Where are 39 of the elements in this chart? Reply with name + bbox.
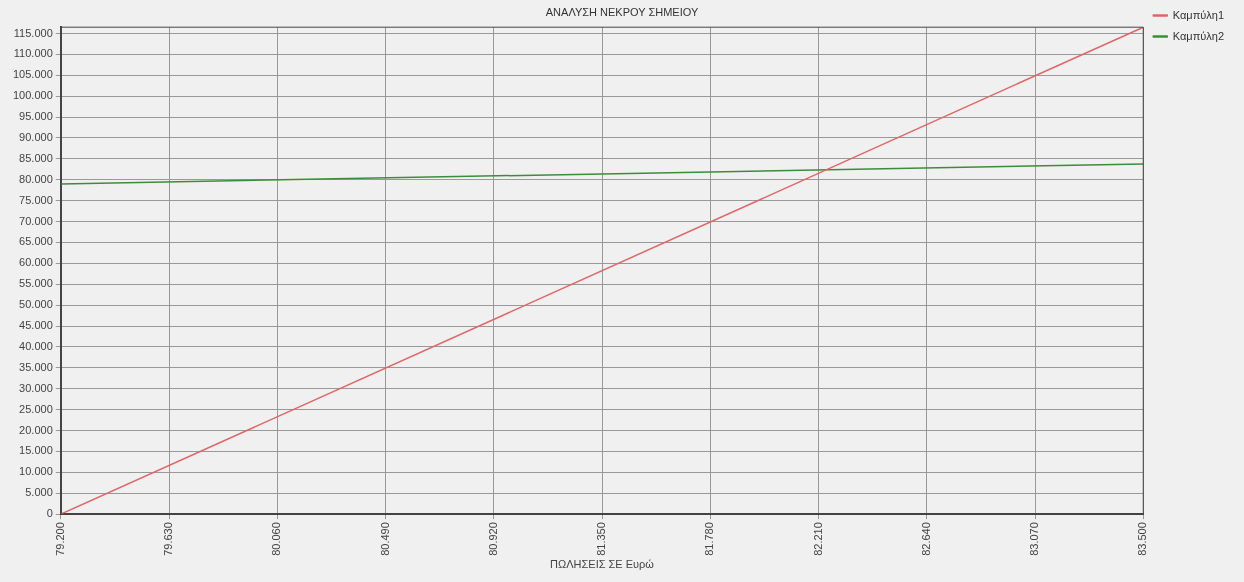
x-tick-label: 82.640 [919,522,932,556]
y-tick-label: 25.000 [19,402,53,415]
x-tick-label: 83.070 [1028,522,1041,556]
x-tick-label: 79.630 [162,522,175,556]
y-tick-label: 5.000 [25,486,53,499]
y-tick-label: 90.000 [19,131,53,143]
y-tick-label: 115.000 [13,26,53,39]
y-tick-label: 35.000 [19,360,53,373]
y-tick-label: 40.000 [19,339,53,352]
y-tick-label: 80.000 [19,172,53,185]
y-tick-label: 95.000 [19,110,53,123]
x-tick-label: 83.500 [1136,522,1149,556]
x-tick-label: 81.780 [703,522,716,556]
y-tick-label: 30.000 [19,381,53,394]
y-tick-label: 105.000 [13,68,53,81]
x-tick-label: 80.490 [378,522,391,556]
y-tick-label: 70.000 [19,214,53,227]
y-tick-label: 65.000 [19,235,53,248]
legend-label: Καμπύλη1 [1172,8,1225,21]
x-axis-title: ΠΩΛΗΣΕΙΣ ΣΕ Ευρώ [550,558,655,571]
y-tick-label: 45.000 [19,319,53,332]
x-tick-label: 80.060 [270,522,283,556]
y-tick-label: 15.000 [19,444,53,457]
y-tick-label: 50.000 [19,298,53,311]
x-tick-label: 82.210 [811,522,824,556]
y-tick-label: 55.000 [19,277,53,290]
y-tick-label: 0 [46,507,53,520]
y-tick-label: 100.000 [13,89,53,102]
x-tick-label: 80.920 [486,522,499,556]
y-tick-label: 10.000 [19,465,53,478]
legend-label: Καμπύλη2 [1172,29,1225,42]
chart-title: ΑΝΑΛΥΣΗ ΝΕΚΡΟΥ ΣΗΜΕΙΟΥ [545,5,699,18]
x-tick-label: 79.200 [53,522,66,556]
y-tick-label: 75.000 [19,193,53,206]
y-tick-label: 20.000 [19,423,53,436]
y-tick-label: 110.000 [13,47,53,60]
y-tick-label: 60.000 [19,256,53,269]
y-tick-label: 85.000 [19,151,53,164]
x-tick-label: 81.350 [595,522,608,556]
